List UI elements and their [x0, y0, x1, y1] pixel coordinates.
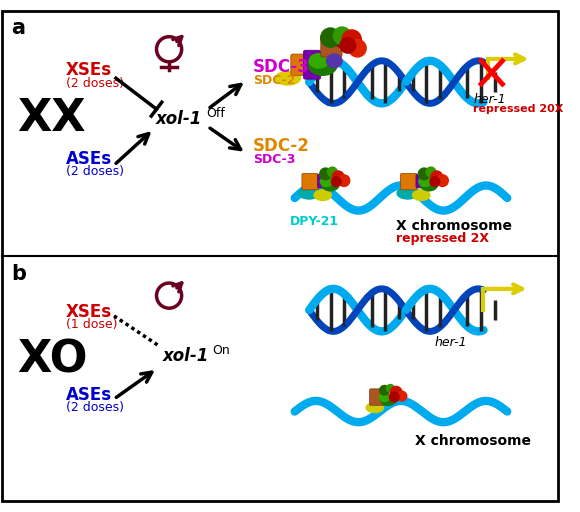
FancyBboxPatch shape — [416, 175, 429, 188]
FancyBboxPatch shape — [369, 389, 386, 406]
Ellipse shape — [380, 395, 396, 406]
Circle shape — [349, 39, 366, 57]
Circle shape — [430, 177, 440, 186]
FancyBboxPatch shape — [291, 54, 312, 75]
Circle shape — [390, 387, 402, 398]
Circle shape — [426, 167, 436, 177]
Ellipse shape — [379, 393, 390, 401]
Text: SDC-3: SDC-3 — [253, 58, 310, 76]
Text: a: a — [12, 18, 26, 38]
FancyBboxPatch shape — [321, 36, 342, 57]
Text: (2 doses): (2 doses) — [66, 401, 124, 414]
Ellipse shape — [320, 177, 333, 186]
Text: DPY-21: DPY-21 — [290, 216, 339, 228]
Ellipse shape — [412, 190, 430, 200]
Text: b: b — [12, 264, 27, 284]
Text: SDC-2: SDC-2 — [253, 137, 310, 155]
Text: xol-1: xol-1 — [155, 110, 202, 128]
Circle shape — [332, 171, 344, 183]
Text: xol-1: xol-1 — [162, 348, 209, 366]
Circle shape — [418, 168, 430, 180]
Ellipse shape — [419, 177, 432, 186]
Text: Off: Off — [206, 106, 224, 119]
Ellipse shape — [314, 190, 331, 200]
Text: her-1: her-1 — [473, 93, 506, 105]
FancyBboxPatch shape — [302, 174, 318, 190]
Text: (2 doses): (2 doses) — [66, 165, 124, 179]
Text: ASEs: ASEs — [66, 151, 112, 168]
Text: repressed 20X: repressed 20X — [473, 104, 564, 114]
Circle shape — [386, 385, 394, 392]
Circle shape — [334, 27, 351, 45]
Circle shape — [321, 28, 340, 47]
Ellipse shape — [276, 72, 300, 85]
Ellipse shape — [327, 54, 342, 68]
Text: ASEs: ASEs — [66, 386, 112, 404]
Circle shape — [380, 386, 389, 395]
Text: On: On — [212, 344, 230, 357]
FancyBboxPatch shape — [400, 174, 417, 190]
Ellipse shape — [322, 178, 339, 191]
Circle shape — [340, 38, 356, 53]
Text: SDC-3: SDC-3 — [253, 153, 295, 166]
Ellipse shape — [366, 403, 383, 413]
Text: XX: XX — [17, 97, 86, 140]
Text: XSEs: XSEs — [66, 303, 112, 321]
Circle shape — [342, 30, 361, 49]
Circle shape — [328, 167, 337, 177]
Ellipse shape — [397, 187, 418, 199]
Circle shape — [338, 175, 350, 186]
Circle shape — [389, 392, 399, 402]
Circle shape — [437, 175, 448, 186]
Text: X chromosome: X chromosome — [415, 434, 531, 448]
FancyBboxPatch shape — [303, 50, 321, 79]
Circle shape — [431, 171, 443, 183]
Circle shape — [397, 391, 407, 401]
Text: repressed 2X: repressed 2X — [396, 232, 489, 245]
Ellipse shape — [299, 187, 320, 199]
Ellipse shape — [420, 178, 438, 191]
Text: her-1: her-1 — [435, 336, 467, 349]
Text: (1 dose): (1 dose) — [66, 318, 117, 331]
Ellipse shape — [309, 54, 328, 68]
Ellipse shape — [308, 54, 337, 75]
Text: XO: XO — [17, 339, 88, 382]
Text: X chromosome: X chromosome — [396, 219, 512, 233]
FancyBboxPatch shape — [317, 175, 331, 188]
Circle shape — [331, 177, 341, 186]
Circle shape — [320, 168, 331, 180]
Text: (2 doses): (2 doses) — [66, 77, 124, 90]
Text: SDC-2: SDC-2 — [253, 74, 296, 87]
Text: XSEs: XSEs — [66, 61, 112, 79]
